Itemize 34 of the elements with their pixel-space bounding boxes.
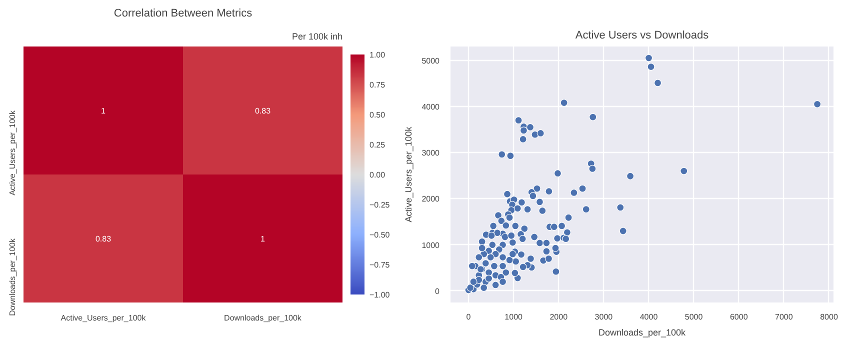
color-bar-label: −0.50 bbox=[370, 230, 390, 240]
data-label: 0.83 bbox=[95, 234, 112, 244]
color-bar-label: 0.50 bbox=[370, 110, 386, 120]
chart-title: Correlation Between Metrics bbox=[114, 8, 253, 20]
color-bar-label: −1.00 bbox=[370, 290, 390, 300]
x-tick-label: 3000 bbox=[594, 312, 614, 322]
x-tick-label: 4000 bbox=[640, 312, 658, 322]
color-bar-label: 1.00 bbox=[370, 50, 386, 60]
text: Per 100k inh bbox=[292, 32, 343, 42]
x-tick-label: 0 bbox=[466, 312, 472, 322]
data-label: 1 bbox=[260, 234, 266, 244]
x-axis-title: Downloads_per_100k bbox=[598, 328, 686, 338]
y-tick-label: 3000 bbox=[422, 148, 440, 158]
y-tick-label: 4000 bbox=[422, 102, 440, 112]
x-tick-label: Downloads_per_100k bbox=[224, 314, 302, 322]
y-tick-label: 2000 bbox=[422, 194, 440, 204]
y-tick-label: 5000 bbox=[422, 56, 440, 66]
x-tick-label: 7000 bbox=[775, 312, 794, 322]
data-label: 1 bbox=[101, 106, 106, 116]
color-bar-label: 0.75 bbox=[370, 80, 386, 90]
color-bar-label: 0.25 bbox=[370, 140, 386, 150]
x-tick-label: 5000 bbox=[684, 312, 704, 322]
x-tick-label: 8000 bbox=[820, 312, 838, 322]
y-tick-label: 1000 bbox=[422, 240, 440, 250]
y-tick-label: 0 bbox=[435, 286, 440, 296]
data-label: 0.83 bbox=[254, 106, 272, 116]
chart-title: Active Users vs Downloads bbox=[575, 30, 710, 42]
color-bar-label: 0.00 bbox=[370, 170, 386, 180]
x-tick-label: Active_Users_per_100k bbox=[60, 314, 147, 322]
color-bar-label: −0.75 bbox=[370, 260, 390, 270]
x-tick-label: 6000 bbox=[730, 312, 748, 322]
x-tick-label: 1000 bbox=[504, 312, 524, 322]
color-bar-label: −0.25 bbox=[370, 200, 390, 210]
x-tick-label: 2000 bbox=[550, 312, 568, 322]
